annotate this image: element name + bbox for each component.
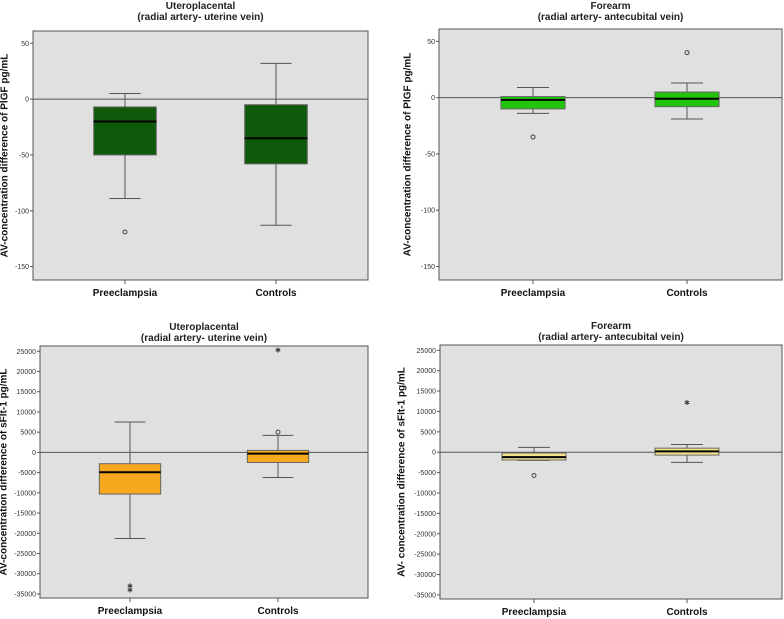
x-tick-label: Controls — [666, 607, 708, 618]
outlier-point — [122, 229, 128, 235]
chart-title: Uteroplacental — [166, 1, 236, 12]
box-iqr — [246, 449, 310, 463]
panel-3: Forearm(radial artery- antecubital vein)… — [396, 321, 783, 618]
y-tick-label: 50 — [21, 41, 29, 48]
y-axis-label: AV-concentration difference of sFlt-1 pg… — [0, 368, 9, 575]
y-axis-label: AV-concentration difference of PlGF pg/m… — [0, 54, 10, 258]
box-iqr — [500, 96, 566, 110]
y-tick-label: -50 — [19, 152, 29, 159]
y-tick-label: 10000 — [17, 409, 37, 416]
chart-title: (radial artery- uterine vein) — [141, 333, 267, 344]
x-tick-label: Controls — [255, 288, 297, 299]
y-tick-label: 0 — [32, 450, 36, 457]
y-tick-label: 0 — [25, 97, 29, 104]
y-axis-label: AV-concentration difference of PlGF pg/m… — [402, 53, 413, 257]
panel-1: Forearm(radial artery- antecubital vein)… — [402, 1, 783, 299]
x-tick-label: Preeclampsia — [93, 288, 158, 299]
x-tick-label: Controls — [666, 288, 708, 299]
box-iqr — [244, 104, 308, 165]
y-tick-label: -5000 — [18, 470, 36, 477]
panel-2: Uteroplacental(radial artery- uterine ve… — [0, 322, 369, 617]
y-tick-label: -35000 — [14, 591, 36, 598]
outlier-point — [531, 472, 537, 478]
x-tick-label: Controls — [257, 606, 299, 617]
y-tick-label: -30000 — [414, 572, 436, 579]
y-tick-label: -150 — [15, 264, 29, 271]
y-tick-label: -10000 — [14, 490, 36, 497]
chart-title: Forearm — [590, 1, 630, 12]
y-tick-label: 25000 — [17, 349, 37, 356]
y-tick-label: -100 — [15, 208, 29, 215]
y-axis-label: AV- concentration difference of sFlt-1 p… — [396, 367, 407, 577]
x-tick-label: Preeclampsia — [502, 607, 567, 618]
y-tick-label: 15000 — [417, 389, 437, 396]
box-controls — [654, 50, 720, 120]
y-tick-label: -100 — [421, 208, 435, 215]
extreme-point — [127, 587, 133, 593]
box-controls — [244, 62, 308, 226]
y-tick-label: -25000 — [14, 551, 36, 558]
y-tick-label: -30000 — [14, 571, 36, 578]
y-tick-label: 5000 — [420, 429, 436, 436]
extreme-point — [275, 347, 281, 353]
y-tick-label: -150 — [421, 264, 435, 271]
outlier-point — [530, 134, 536, 140]
y-tick-label: -15000 — [414, 511, 436, 518]
y-tick-label: 0 — [432, 450, 436, 457]
y-tick-label: 50 — [427, 39, 435, 46]
y-tick-label: -20000 — [14, 531, 36, 538]
panel-0: Uteroplacental(radial artery- uterine ve… — [0, 1, 369, 299]
box-controls — [654, 399, 720, 463]
x-tick-label: Preeclampsia — [501, 288, 566, 299]
y-tick-label: 20000 — [17, 369, 37, 376]
y-tick-label: -15000 — [14, 511, 36, 518]
extreme-point — [684, 399, 690, 406]
box-controls — [246, 347, 310, 478]
plot-area — [32, 30, 369, 281]
y-tick-label: -10000 — [414, 490, 436, 497]
y-tick-label: -5000 — [418, 470, 436, 477]
y-tick-label: -50 — [425, 151, 435, 158]
x-tick-label: Preeclampsia — [98, 606, 163, 617]
chart-title: (radial artery- antecubital vein) — [538, 12, 684, 23]
box-iqr — [93, 106, 157, 156]
chart-title: Forearm — [591, 321, 631, 332]
y-tick-label: 5000 — [20, 430, 36, 437]
y-tick-label: -35000 — [414, 592, 436, 599]
y-tick-label: -25000 — [414, 552, 436, 559]
y-tick-label: 15000 — [17, 389, 37, 396]
outlier-point — [684, 50, 690, 56]
plot-area — [39, 345, 369, 599]
plot-area — [439, 344, 783, 600]
plot-area — [438, 28, 783, 281]
chart-title: Uteroplacental — [169, 322, 239, 333]
y-tick-label: -20000 — [414, 531, 436, 538]
box-iqr — [98, 463, 162, 495]
chart-title: (radial artery- antecubital vein) — [538, 332, 684, 343]
y-tick-label: 0 — [431, 95, 435, 102]
box-preeclampsia — [500, 87, 566, 140]
y-tick-label: 10000 — [417, 409, 437, 416]
chart-title: (radial artery- uterine vein) — [137, 12, 263, 23]
y-tick-label: 20000 — [417, 368, 437, 375]
box-preeclampsia — [98, 421, 162, 593]
outlier-point — [275, 429, 281, 435]
box-preeclampsia — [501, 446, 567, 478]
y-tick-label: 25000 — [417, 348, 437, 355]
box-preeclampsia — [93, 93, 157, 235]
